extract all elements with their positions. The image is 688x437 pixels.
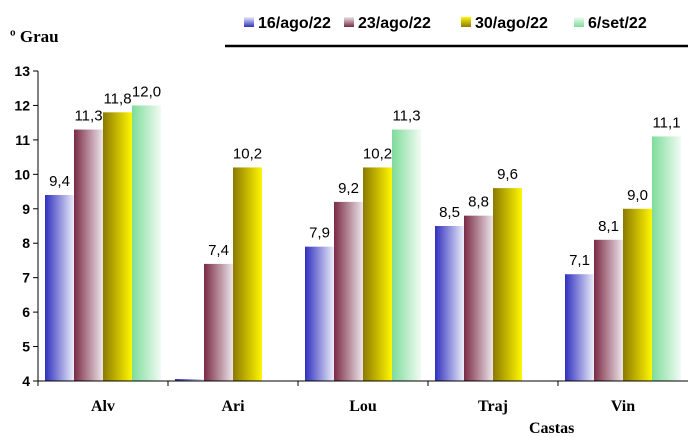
data-label: 11,3 [74, 108, 102, 125]
x-tick-label: Vin [611, 398, 635, 415]
data-label: 10,2 [233, 145, 262, 162]
legend: 16/ago/22 23/ago/22 30/ago/22 6/set/22 [244, 15, 647, 32]
bar [74, 129, 103, 381]
x-axis-label: Castas [529, 420, 574, 437]
data-label: 7,1 [569, 252, 590, 269]
bar [594, 239, 623, 381]
x-tick-label: Alv [91, 398, 115, 415]
data-label: 8,5 [439, 204, 460, 221]
y-tick-label: 4 [22, 373, 30, 389]
legend-label: 23/ago/22 [358, 15, 431, 32]
x-tick-label: Traj [478, 398, 508, 415]
x-tick-label: Ari [221, 398, 245, 415]
data-label: 11,1 [652, 114, 680, 131]
data-label: 9,2 [338, 180, 359, 197]
data-label: 8,8 [468, 194, 489, 211]
bar [132, 105, 161, 381]
bar [305, 246, 334, 381]
y-axis: 4 5 6 7 8 9 10 11 12 13 [14, 63, 39, 389]
data-label: 9,0 [627, 187, 648, 204]
y-tick-label: 7 [22, 270, 30, 286]
bar [565, 274, 594, 381]
legend-label: 16/ago/22 [258, 15, 331, 32]
data-label: 7,9 [309, 225, 330, 242]
x-axis: Alv Ari Lou Traj Vin [37, 380, 688, 415]
legend-swatch [461, 17, 471, 27]
bar [204, 263, 233, 381]
bar [363, 167, 392, 381]
x-tick-label: Lou [349, 398, 377, 415]
legend-label: 6/set/22 [588, 15, 647, 32]
y-tick-label: 12 [14, 97, 30, 113]
bar [334, 201, 363, 381]
data-label: 11,3 [392, 108, 420, 125]
data-label: 8,1 [598, 218, 619, 235]
bar [623, 208, 652, 381]
bars: 9,4 7,9 8,5 7,1 11,3 7,4 9,2 8,8 8,1 11,8 10,2 10,2… [45, 83, 681, 381]
legend-swatch [244, 17, 254, 27]
bar [652, 136, 681, 381]
y-tick-label: 10 [14, 166, 30, 182]
legend-swatch [344, 17, 354, 27]
y-tick-label: 5 [22, 339, 30, 355]
data-label: 7,4 [208, 242, 229, 259]
data-label: 9,6 [497, 166, 518, 183]
y-tick-label: 11 [15, 132, 30, 148]
bar [435, 226, 464, 381]
data-label: 9,4 [49, 173, 70, 190]
data-label: 10,2 [363, 145, 392, 162]
y-tick-label: 13 [14, 63, 30, 79]
data-label: 12,0 [132, 83, 161, 100]
bar [175, 379, 204, 381]
y-tick-label: 6 [22, 304, 30, 320]
bar [103, 112, 132, 381]
y-tick-label: 9 [22, 201, 30, 217]
legend-label: 30/ago/22 [475, 15, 548, 32]
bar [392, 129, 421, 381]
bar [464, 215, 493, 381]
bar [493, 188, 522, 381]
bar [45, 195, 74, 381]
y-tick-label: 8 [22, 235, 30, 251]
legend-swatch [574, 17, 584, 27]
bar [233, 167, 262, 381]
data-label: 11,8 [103, 90, 131, 107]
y-axis-label: º Grau [10, 27, 59, 46]
